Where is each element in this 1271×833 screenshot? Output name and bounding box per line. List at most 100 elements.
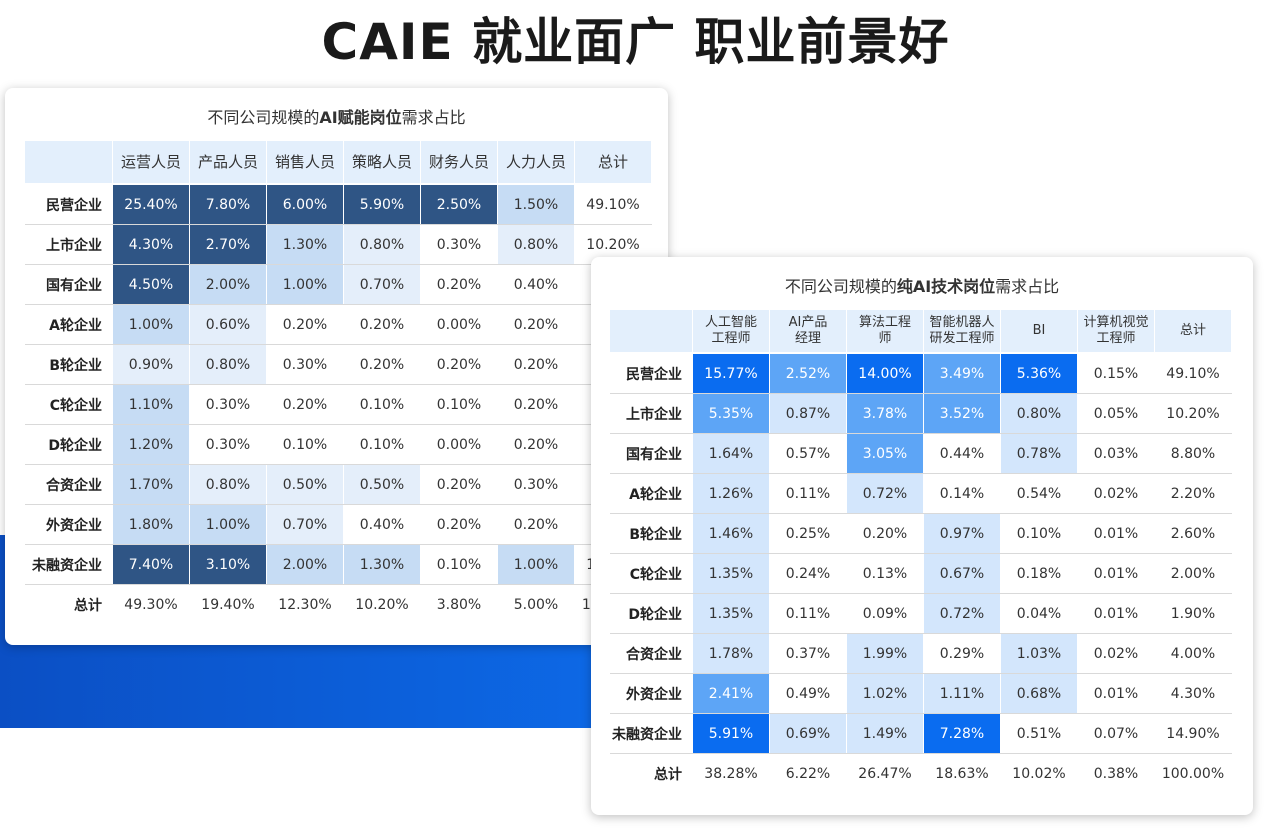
cell: 7.40% [112,544,190,585]
table-row: 总计49.30%19.40%12.30%10.20%3.80%5.00%100.… [25,584,652,624]
table-row: 外资企业 2.41% 0.49% 1.02% 1.11% 0.68% 0.01% 4.30% [610,673,1232,714]
cell: 0.10% [343,384,421,425]
header-line: 研发工程师 [929,331,995,346]
cell: 6.22% [769,753,847,793]
column-header: 策略人员 [343,141,421,185]
header-line: AI产品 [788,315,828,330]
column-header: 总计 [1154,310,1232,354]
cell: 0.51% [1000,713,1078,754]
page-title: CAIE 就业面广 职业前景好 [321,13,950,71]
cell: 0.04% [1000,593,1078,634]
cell: 4.50% [112,264,190,305]
cell: 1.00% [112,304,190,345]
header-line: BI [1032,323,1046,338]
cell: 0.68% [1000,673,1078,714]
header-line: 运营人员 [120,153,181,171]
cell: 1.49% [846,713,924,754]
cell: 0.01% [1077,553,1155,594]
cell: 14.00% [846,353,924,394]
cell: 0.11% [769,593,847,634]
cell: 12.30% [266,584,344,624]
cell: 2.70% [189,224,267,265]
cell: 4.30% [112,224,190,265]
table-title: 不同公司规模的纯AI技术岗位需求占比 [591,273,1253,297]
header-line: 总计 [1179,323,1206,338]
column-header: 智能机器人 研发工程师 [923,310,1001,354]
cell: 0.37% [769,633,847,674]
cell: 0.50% [343,464,421,505]
cell: 0.20% [497,384,575,425]
row-label: 总计 [610,753,693,793]
cell: 2.20% [1154,473,1232,514]
cell: 100.00% [1154,753,1232,793]
cell: 10.20% [343,584,421,624]
cell: 1.11% [923,673,1001,714]
cell: 0.20% [266,304,344,345]
cell: 0.10% [266,424,344,465]
cell: 0.97% [923,513,1001,554]
cell: 0.00% [420,424,498,465]
column-header: 人力人员 [497,141,575,185]
column-header: 人工智能 工程师 [692,310,770,354]
table-row: 国有企业 1.64% 0.57% 3.05% 0.44% 0.78% 0.03% 8.80% [610,433,1232,474]
header-line: 工程师 [711,331,751,346]
cell: 0.40% [497,264,575,305]
row-label: 总计 [25,584,113,624]
cell: 1.35% [692,593,770,634]
title-bold: AI赋能岗位 [319,108,402,127]
header-line: 工程师 [1096,331,1136,346]
column-header: 算法工程师 [846,310,924,354]
cell: 0.10% [420,544,498,585]
cell: 0.80% [343,224,421,265]
cell: 38.28% [692,753,770,793]
cell: 14.90% [1154,713,1232,754]
cell: 1.10% [112,384,190,425]
header-line: 智能机器人 [929,315,995,330]
column-header: 产品人员 [189,141,267,185]
cell: 3.52% [923,393,1001,434]
header-line: 人工智能 [704,315,757,330]
title-text: 需求占比 [401,108,466,127]
row-label: 民营企业 [25,184,113,225]
table-row: D轮企业 1.35% 0.11% 0.09% 0.72% 0.04% 0.01% 1.90% [610,593,1232,634]
cell: 2.41% [692,673,770,714]
cell: 3.10% [189,544,267,585]
cell: 0.01% [1077,513,1155,554]
cell: 18.63% [923,753,1001,793]
table-card: 不同公司规模的纯AI技术岗位需求占比 人工智能 工程师 AI产品 经理 算法工程师智能机… [591,257,1253,815]
cell: 4.30% [1154,673,1232,714]
cell: 15.77% [692,353,770,394]
cell: 1.00% [266,264,344,305]
cell: 0.13% [846,553,924,594]
cell: 0.03% [1077,433,1155,474]
table-row: 总计 38.28% 6.22% 26.47% 18.63% 10.02% 0.38% 100.… [610,753,1232,793]
cell: 25.40% [112,184,190,225]
cell: 49.10% [574,184,652,225]
cell: 1.30% [266,224,344,265]
cell: 1.99% [846,633,924,674]
header-line: 师 [878,331,892,346]
table-row: 合资企业 1.78% 0.37% 1.99% 0.29% 1.03% 0.02% 4.00% [610,633,1232,674]
row-label: 上市企业 [610,393,693,434]
cell: 0.72% [846,473,924,514]
row-label: 未融资企业 [25,544,113,585]
cell: 0.20% [846,513,924,554]
cell: 0.20% [420,264,498,305]
cell: 0.44% [923,433,1001,474]
cell: 0.70% [266,504,344,545]
title-bold: 纯AI技术岗位 [896,277,996,296]
cell: 0.80% [189,464,267,505]
cell: 2.00% [189,264,267,305]
cell: 2.00% [266,544,344,585]
column-header: 运营人员 [112,141,190,185]
cell: 2.50% [420,184,498,225]
cell: 1.50% [497,184,575,225]
cell: 0.20% [420,344,498,385]
row-label: 国有企业 [25,264,113,305]
cell: 0.90% [112,344,190,385]
cell: 0.20% [420,464,498,505]
table-row: C轮企业 1.35% 0.24% 0.13% 0.67% 0.18% 0.01% 2.00% [610,553,1232,594]
